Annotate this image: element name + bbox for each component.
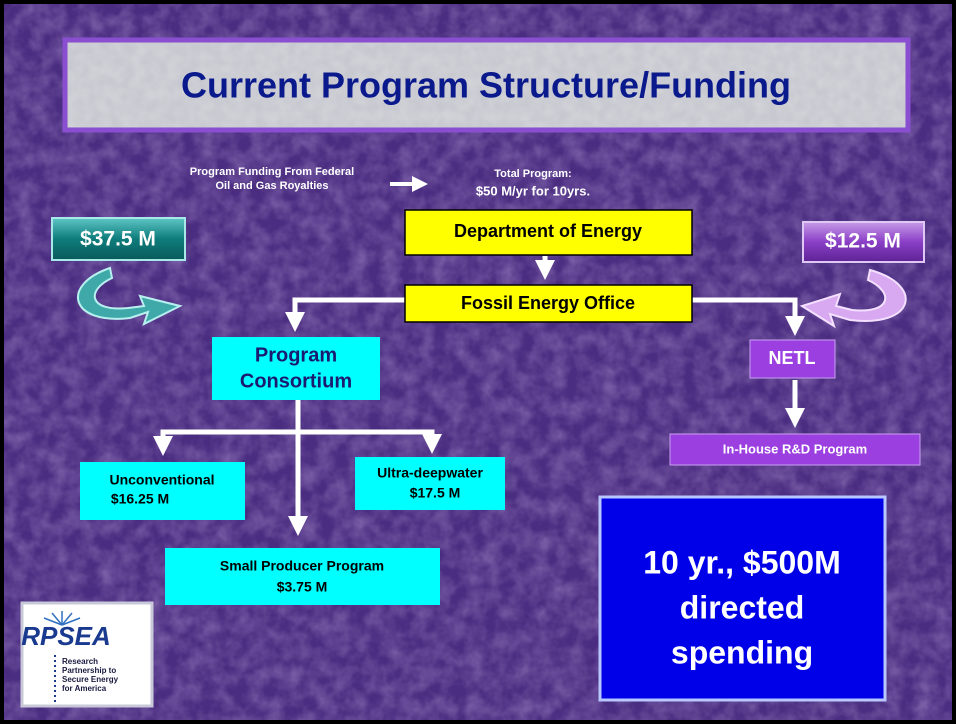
node-box (212, 337, 380, 400)
node-box (165, 548, 440, 605)
node-label: Unconventional (109, 472, 214, 488)
curved-arrow (77, 266, 183, 326)
node-box (355, 457, 505, 510)
node-label: In-House R&D Program (723, 441, 867, 456)
node-label: NETL (769, 348, 816, 368)
connectors (153, 256, 805, 536)
left-amount-box (51, 217, 186, 261)
arrow (692, 297, 805, 336)
total-program-amount: $50 M/yr for 10yrs. (476, 183, 590, 198)
node-box (749, 339, 836, 379)
node-box (80, 462, 245, 520)
logo-tagline: Research Partnership to Secure Energy fo… (62, 657, 119, 693)
logo-tagline-line: Secure Energy (62, 675, 119, 684)
node-label: Small Producer Program (220, 558, 384, 574)
node-label: Fossil Energy Office (461, 293, 635, 313)
node-box (404, 209, 693, 256)
logo-tagline-line: Partnership to (62, 666, 116, 675)
arrow (285, 297, 405, 332)
title-texture (68, 43, 905, 127)
right-amount-box (802, 221, 925, 263)
summary-line: 10 yr., $500M (643, 544, 840, 580)
logo-box (20, 601, 154, 708)
total-program-label: Total Program: (494, 168, 571, 180)
summary-box (598, 495, 887, 702)
node-label: Consortium (240, 370, 352, 392)
node-box (669, 433, 921, 466)
right-amount: $12.5 M (825, 230, 901, 253)
logo-rays (43, 611, 81, 626)
node-label: Ultra-deepwater (377, 465, 483, 481)
funding-source-line: Oil and Gas Royalties (215, 180, 328, 192)
curved-arrow (799, 268, 907, 329)
logo-tagline-line: for America (62, 684, 107, 693)
node-label: $16.25 M (111, 491, 169, 507)
node-label: Department of Energy (454, 221, 642, 241)
summary-line: spending (671, 634, 813, 670)
left-amount: $37.5 M (80, 228, 156, 251)
funding-source-line: Program Funding From Federal (190, 166, 354, 178)
summary-line: directed (680, 589, 804, 625)
logo-name: RPSEA (21, 621, 111, 651)
node-label: $17.5 M (410, 485, 461, 501)
node-label: $3.75 M (277, 579, 328, 595)
title: Current Program Structure/Funding (181, 65, 791, 106)
node-box (404, 284, 693, 323)
node-label: Program (255, 344, 337, 366)
logo-tagline-line: Research (62, 657, 98, 666)
